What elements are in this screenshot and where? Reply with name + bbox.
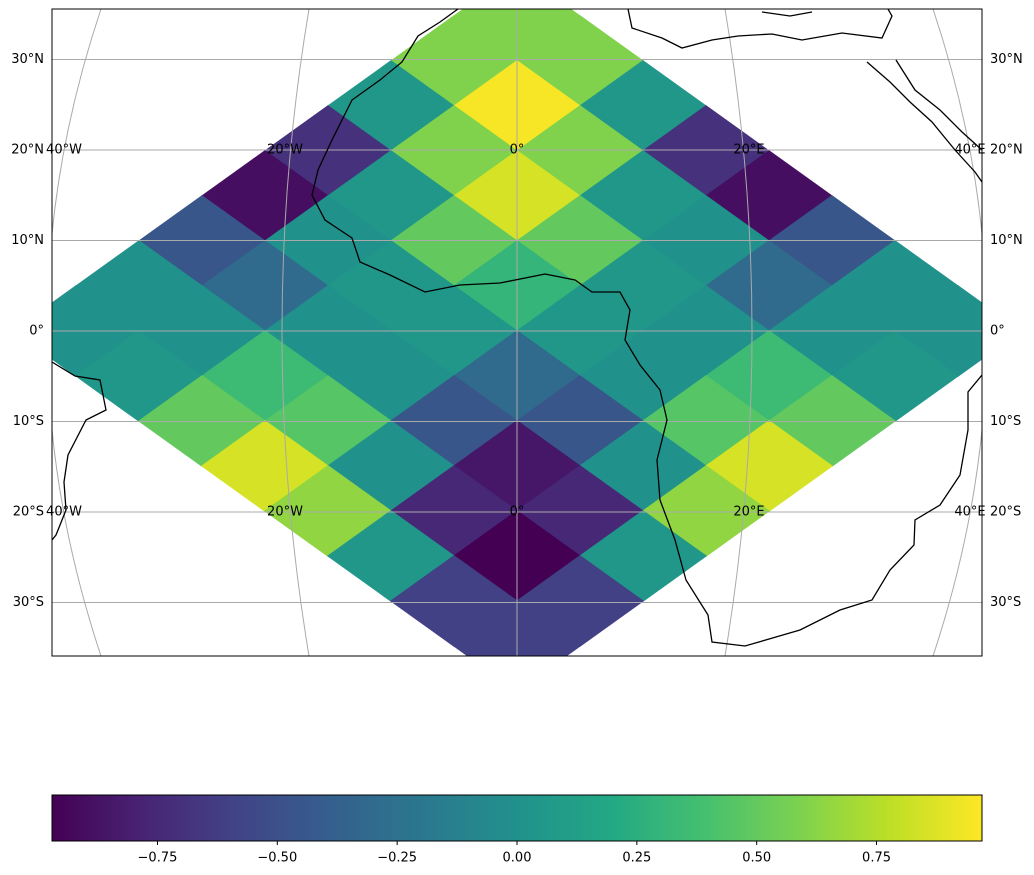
meridian — [281, 9, 310, 656]
colorbar-tick-label: 0.50 — [742, 851, 771, 866]
meridian — [932, 9, 982, 656]
graticule-labels: 30°N 30°N 20°N 20°N 10°N 10°N 0° 0° 10°S 10°S 20°S… — [11, 52, 1023, 610]
lat-label-left: 30°N — [11, 52, 44, 67]
meridian — [52, 9, 102, 656]
lat-label-right: 10°N — [990, 233, 1023, 248]
lon-label: 20°E — [733, 505, 764, 520]
lat-label-right: 30°S — [990, 595, 1021, 610]
coastline-africa — [311, 9, 982, 647]
colorbar-tick-label: 0.25 — [622, 851, 651, 866]
lon-label: 40°W — [46, 143, 82, 158]
lat-label-right: 20°S — [990, 505, 1021, 520]
lon-label: 0° — [510, 505, 525, 520]
lat-label-left: 0° — [29, 324, 44, 339]
coastline-europe — [627, 9, 893, 49]
lat-label-right: 20°N — [990, 143, 1023, 158]
coastlines — [52, 9, 982, 647]
colorbar-axis: −0.75 −0.50 −0.25 0.00 0.25 0.50 0.75 — [138, 841, 891, 866]
lon-label: 40°E — [954, 143, 985, 158]
lat-label-right: 30°N — [990, 52, 1023, 67]
coastline-sea — [761, 11, 813, 17]
colorbar-tick-label: 0.00 — [503, 851, 532, 866]
lat-label-left: 30°S — [13, 595, 44, 610]
colorbar-tick-label: −0.50 — [257, 851, 297, 866]
lon-label: 40°W — [46, 505, 82, 520]
coastline-red-sea-west — [866, 61, 982, 183]
lat-label-left: 10°S — [13, 414, 44, 429]
lat-label-left: 20°S — [13, 505, 44, 520]
lon-label: 0° — [510, 143, 525, 158]
colorbar-tick-label: 0.75 — [862, 851, 891, 866]
lon-label: 20°W — [267, 143, 303, 158]
colorbar — [51, 794, 983, 842]
lon-label: 20°W — [267, 505, 303, 520]
lat-label-left: 20°N — [11, 143, 44, 158]
coastline-red-sea-east — [895, 59, 982, 151]
lat-label-right: 0° — [990, 324, 1005, 339]
map-frame — [51, 8, 983, 657]
graticule — [52, 9, 982, 656]
colorbar-tick-label: −0.25 — [377, 851, 417, 866]
lat-label-right: 10°S — [990, 414, 1021, 429]
lat-label-left: 10°N — [11, 233, 44, 248]
coastline-south-america — [52, 361, 107, 541]
meridian — [724, 9, 753, 656]
colorbar-tick-label: −0.75 — [138, 851, 178, 866]
lon-label: 40°E — [954, 505, 985, 520]
lon-label: 20°E — [733, 143, 764, 158]
